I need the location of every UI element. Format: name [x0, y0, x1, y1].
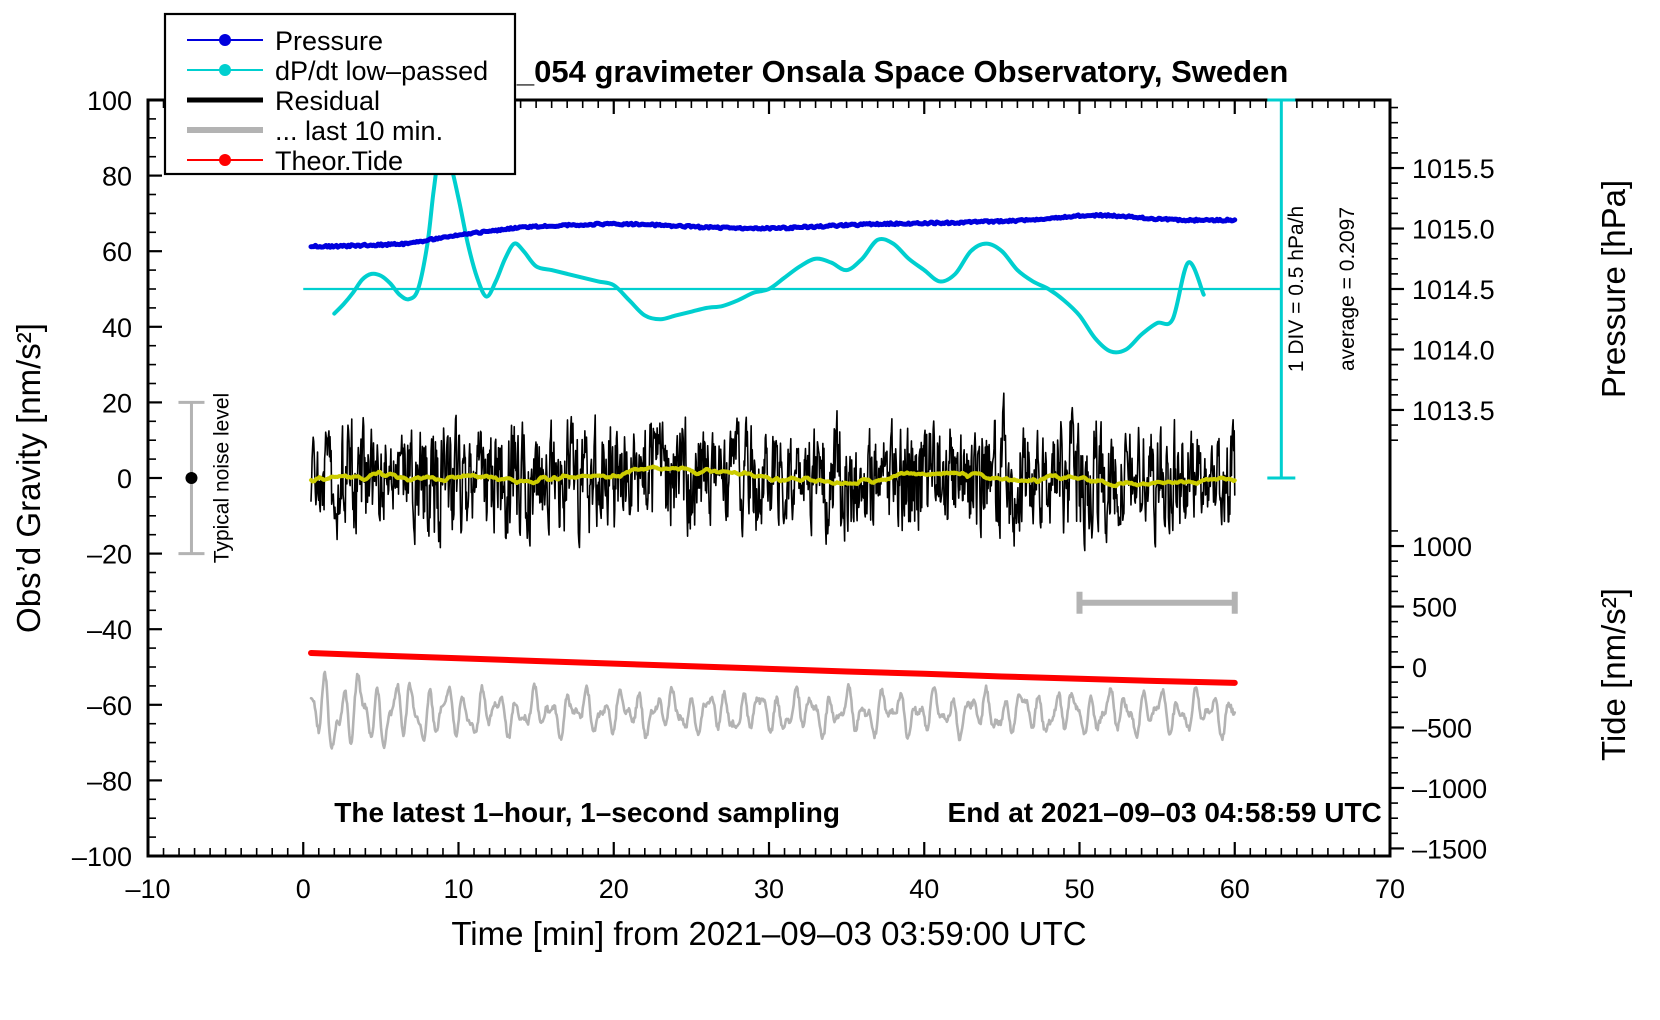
pressure-tick-label: 1015.0 [1412, 215, 1495, 245]
end-time-note: End at 2021–09–03 04:58:59 UTC [948, 797, 1382, 828]
x-tick-label: 50 [1064, 874, 1094, 904]
tide-tick-label: 1000 [1412, 532, 1472, 562]
y-tick-label: 100 [87, 86, 132, 116]
tide-tick-label: –500 [1412, 713, 1472, 743]
average-label: average = 0.2097 [1336, 207, 1359, 371]
y-tick-label: –100 [72, 842, 132, 872]
y-tick-label: 0 [117, 464, 132, 494]
pressure-tick-label: 1014.5 [1412, 275, 1495, 305]
x-tick-label: 70 [1375, 874, 1405, 904]
sampling-note: The latest 1–hour, 1–second sampling [334, 797, 840, 828]
legend-marker-4 [219, 154, 231, 166]
dpdt-lowpassed-trace [332, 148, 1206, 355]
legend-label-3: ... last 10 min. [275, 116, 443, 146]
y-tick-label: 40 [102, 313, 132, 343]
x-tick-label: 20 [599, 874, 629, 904]
legend-marker-0 [219, 34, 231, 46]
y-tick-label: –60 [87, 691, 132, 721]
y-tick-label: 60 [102, 237, 132, 267]
div-scale-label: 1 DIV = 0.5 hPa/h [1285, 206, 1308, 372]
x-tick-label: 0 [296, 874, 311, 904]
y-tick-label: –20 [87, 540, 132, 570]
y-tick-label: 80 [102, 162, 132, 192]
pressure-axis-title: Pressure [hPa] [1595, 180, 1632, 398]
tide-tick-label: 0 [1412, 653, 1427, 683]
pressure-tick-label: 1014.0 [1412, 335, 1495, 365]
legend-label-4: Theor.Tide [275, 146, 403, 176]
legend-label-2: Residual [275, 86, 380, 116]
noise-level-label: Typical noise level [211, 393, 234, 563]
tide-tick-label: –1000 [1412, 774, 1487, 804]
pressure-tick-label: 1013.5 [1412, 396, 1495, 426]
y-axis-title: Obs’d Gravity [nm/s²] [10, 323, 47, 633]
x-tick-label: 40 [909, 874, 939, 904]
x-tick-label: 10 [443, 874, 473, 904]
pressure-tick-label: 1015.5 [1412, 154, 1495, 184]
y-tick-label: –40 [87, 615, 132, 645]
x-tick-label: –10 [125, 874, 170, 904]
y-tick-label: –80 [87, 766, 132, 796]
legend-marker-1 [219, 64, 231, 76]
x-tick-label: 30 [754, 874, 784, 904]
tide-tick-label: 500 [1412, 593, 1457, 623]
noise-center-dot [185, 472, 198, 484]
residual-smoothed-trace [309, 464, 1237, 489]
x-tick-label: 60 [1220, 874, 1250, 904]
last10min-trace [309, 670, 1237, 750]
tide-tick-label: –1500 [1412, 834, 1487, 864]
chart-title: SCG_054 gravimeter Onsala Space Observat… [450, 54, 1289, 89]
y-tick-label: 20 [102, 388, 132, 418]
residual-trace [310, 392, 1236, 552]
pressure-trace [308, 211, 1238, 250]
tide-axis-title: Tide [nm/s²] [1595, 588, 1632, 761]
theor-tide-trace [308, 650, 1238, 686]
legend-label-0: Pressure [275, 26, 383, 56]
x-axis-title: Time [min] from 2021–09–03 03:59:00 UTC [451, 915, 1086, 952]
legend-label-1: dP/dt low–passed [275, 56, 488, 86]
